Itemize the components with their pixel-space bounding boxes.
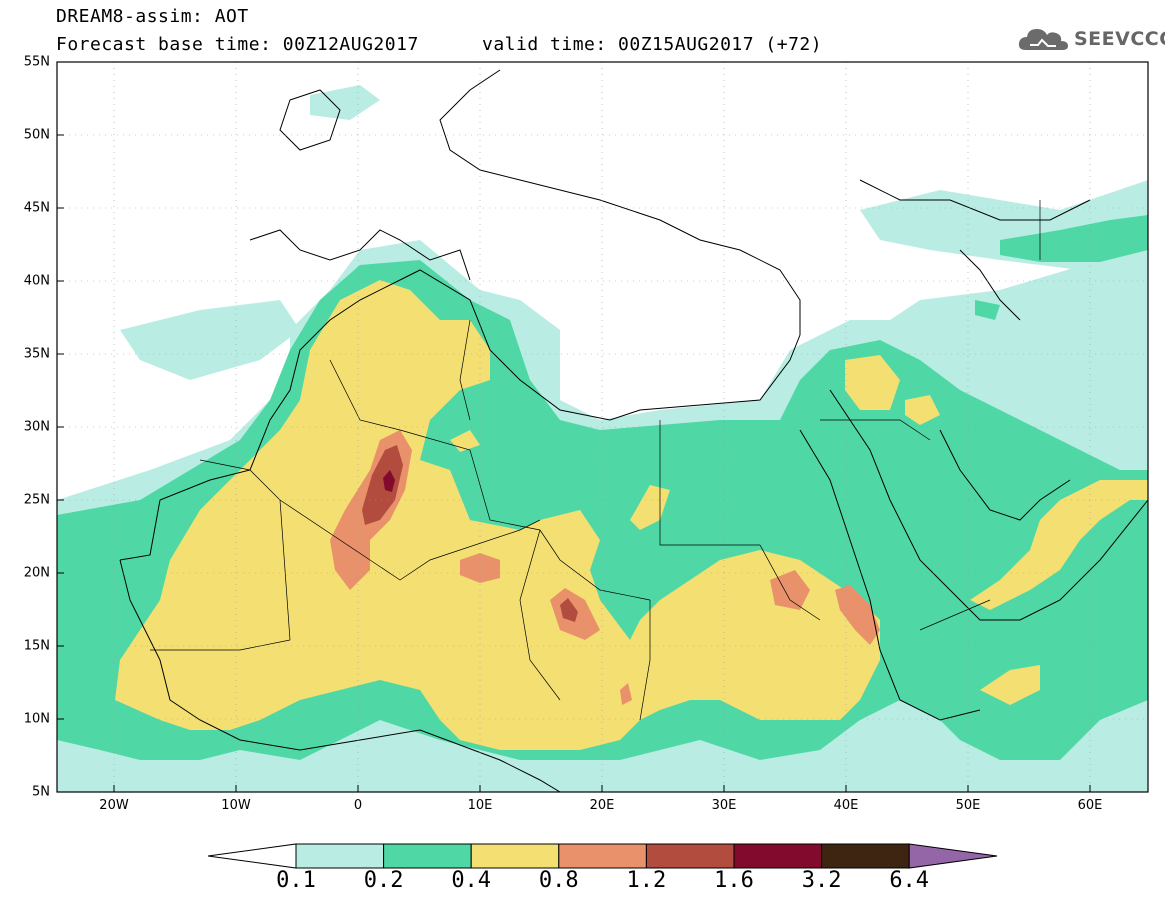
colorbar-label: 1.6 <box>714 868 754 893</box>
colorbar-cell <box>645 843 735 869</box>
aot-contour <box>930 330 1148 400</box>
lat-label: 20N <box>23 565 50 581</box>
lat-label: 15N <box>23 638 50 654</box>
aot-contour <box>620 683 632 705</box>
aot-contour <box>835 585 880 645</box>
lon-label: 0 <box>353 798 363 813</box>
lon-label: 30E <box>711 798 737 813</box>
lon-label: 40E <box>833 798 859 813</box>
colorbar-cell <box>558 843 647 869</box>
aot-contour <box>770 570 810 610</box>
lat-label: 35N <box>23 346 50 362</box>
aot-contour <box>970 480 1148 610</box>
map-title: DREAM8-assim: AOT <box>56 6 249 27</box>
colorbar-cell <box>733 843 823 869</box>
aot-level-1.6 <box>383 470 395 492</box>
lon-label: 20W <box>99 798 129 813</box>
aot-contour <box>560 598 578 622</box>
lat-label: 30N <box>23 419 50 435</box>
colorbar-cell-above <box>908 843 998 869</box>
lat-label: 40N <box>23 273 50 289</box>
colorbar-label: 3.2 <box>801 868 842 893</box>
aot-contour <box>905 395 940 425</box>
aot-contour <box>310 85 380 120</box>
lat-label: 5N <box>32 784 50 800</box>
lat-label: 50N <box>23 127 50 143</box>
axis-ticks <box>57 61 1091 793</box>
lon-label: 10E <box>467 798 493 813</box>
lat-label: 55N <box>23 54 50 70</box>
seevccc-logo: SEEVCCC <box>1016 24 1165 54</box>
colorbar-cell <box>821 843 910 869</box>
aot-contour <box>460 553 500 583</box>
colorbar-cell <box>470 843 560 869</box>
colorbar-label: 1.2 <box>626 868 667 893</box>
lat-label: 10N <box>23 711 50 727</box>
lon-label: 60E <box>1077 798 1103 813</box>
colorbar-cell-below <box>207 843 297 869</box>
colorbar <box>207 843 998 869</box>
coastlines <box>119 69 1148 792</box>
lat-label: 25N <box>23 492 50 508</box>
lon-label: 10W <box>221 798 251 813</box>
colorbar-label: 0.1 <box>276 868 316 893</box>
aot-contour <box>845 355 900 410</box>
colorbar-label: 0.8 <box>538 868 579 893</box>
forecast-base-time: Forecast base time: 00Z12AUG2017 <box>56 34 419 55</box>
aot-field <box>57 62 1148 792</box>
lon-label: 50E <box>955 798 981 813</box>
colorbar-label: 0.2 <box>363 868 404 893</box>
aot-contour <box>115 280 880 750</box>
logo-text: SEEVCCC <box>1074 28 1165 50</box>
aot-level-1.2 <box>362 445 578 622</box>
lon-label: 20E <box>589 798 615 813</box>
colorbar-label: 0.4 <box>451 868 492 893</box>
aot-contour <box>980 665 1040 705</box>
cloud-icon <box>1018 29 1068 50</box>
colorbar-cell <box>383 843 472 869</box>
aot-contour <box>975 300 1000 320</box>
country-borders <box>150 200 1041 721</box>
aot-contour <box>1000 215 1148 262</box>
valid-time: valid time: 00Z15AUG2017 (+72) <box>482 34 823 55</box>
aot-contour <box>120 300 300 380</box>
lat-label: 45N <box>23 200 50 216</box>
aot-contour <box>362 445 403 525</box>
aot-contour <box>383 470 395 492</box>
colorbar-cell <box>295 843 385 869</box>
colorbar-label: 6.4 <box>889 868 930 893</box>
